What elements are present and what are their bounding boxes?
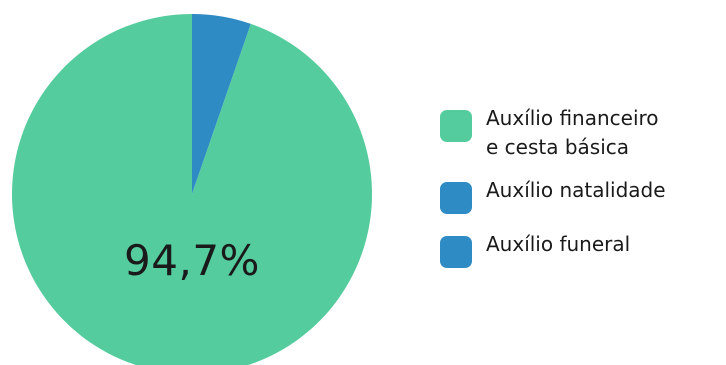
legend-label-auxilio-natalidade: Auxílio natalidade bbox=[486, 178, 666, 202]
legend-item-auxilio-financeiro: Auxílio financeiro e cesta básica bbox=[440, 104, 724, 162]
pie-slice-0 bbox=[12, 14, 372, 365]
main-slice-percentage-label: 94,7% bbox=[124, 236, 260, 285]
pie-slice-1 bbox=[192, 14, 251, 194]
legend-swatch-auxilio-financeiro bbox=[440, 110, 472, 142]
legend-item-auxilio-funeral: Auxílio funeral bbox=[440, 230, 724, 268]
legend-label-auxilio-financeiro: Auxílio financeiro e cesta básica bbox=[486, 106, 659, 159]
legend-swatch-auxilio-funeral bbox=[440, 236, 472, 268]
legend: Auxílio financeiro e cesta básica Auxíli… bbox=[440, 104, 724, 284]
legend-item-auxilio-natalidade: Auxílio natalidade bbox=[440, 176, 724, 214]
legend-swatch-auxilio-natalidade bbox=[440, 182, 472, 214]
legend-label-auxilio-funeral: Auxílio funeral bbox=[486, 232, 631, 256]
